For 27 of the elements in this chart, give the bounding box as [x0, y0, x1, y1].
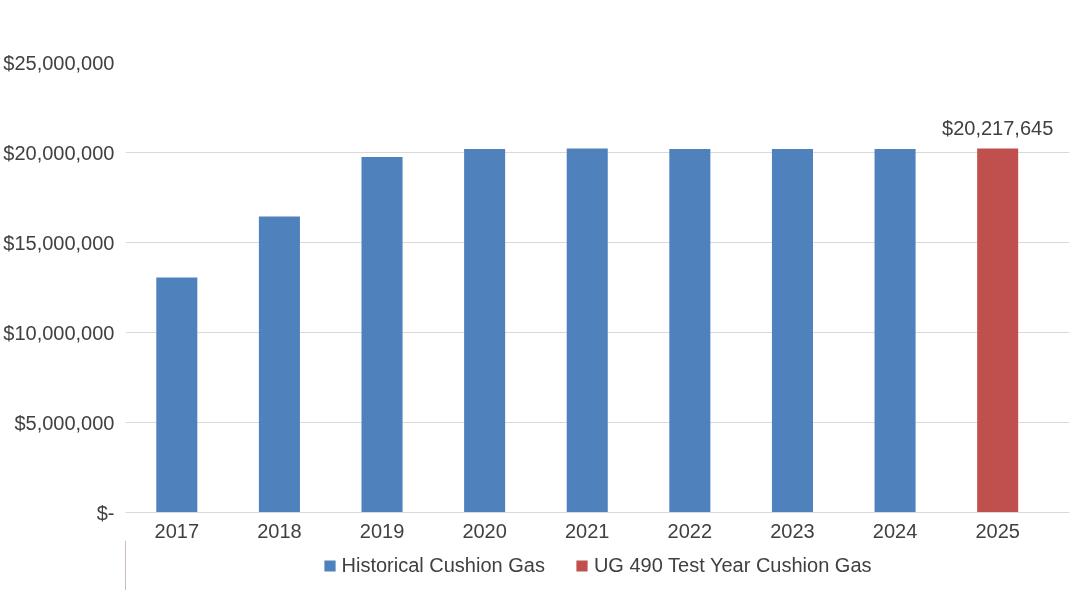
y-tick-label: $20,000,000: [3, 141, 115, 164]
x-tick-label: 2022: [667, 519, 713, 542]
y-tick-label: $5,000,000: [14, 411, 115, 434]
bar: [258, 216, 300, 513]
legend-label: UG 490 Test Year Cushion Gas: [593, 553, 872, 577]
x-tick-label: 2020: [462, 519, 507, 542]
bar: [361, 157, 403, 513]
y-tick-label: $-: [96, 501, 115, 524]
data-label: $20,217,645: [942, 116, 1054, 139]
y-tick-label: $25,000,000: [3, 51, 115, 74]
bar: [669, 148, 711, 513]
x-tick-label: 2019: [359, 519, 405, 542]
x-tick-label: 2025: [975, 519, 1020, 542]
y-tick-label: $15,000,000: [3, 231, 115, 254]
bar: [566, 148, 608, 513]
x-tick-label: 2018: [257, 519, 302, 542]
x-tick-label: 2021: [564, 519, 610, 542]
bar: [156, 277, 198, 513]
y-tick-label: $10,000,000: [3, 321, 115, 344]
x-tick-label: 2023: [770, 519, 815, 542]
legend-label: Historical Cushion Gas: [341, 553, 545, 577]
x-tick-label: 2017: [154, 519, 200, 542]
x-tick-label: 2024: [872, 519, 918, 542]
bar: [464, 148, 506, 513]
bar: [771, 148, 813, 513]
bar: [874, 148, 916, 513]
bar: [977, 148, 1019, 513]
